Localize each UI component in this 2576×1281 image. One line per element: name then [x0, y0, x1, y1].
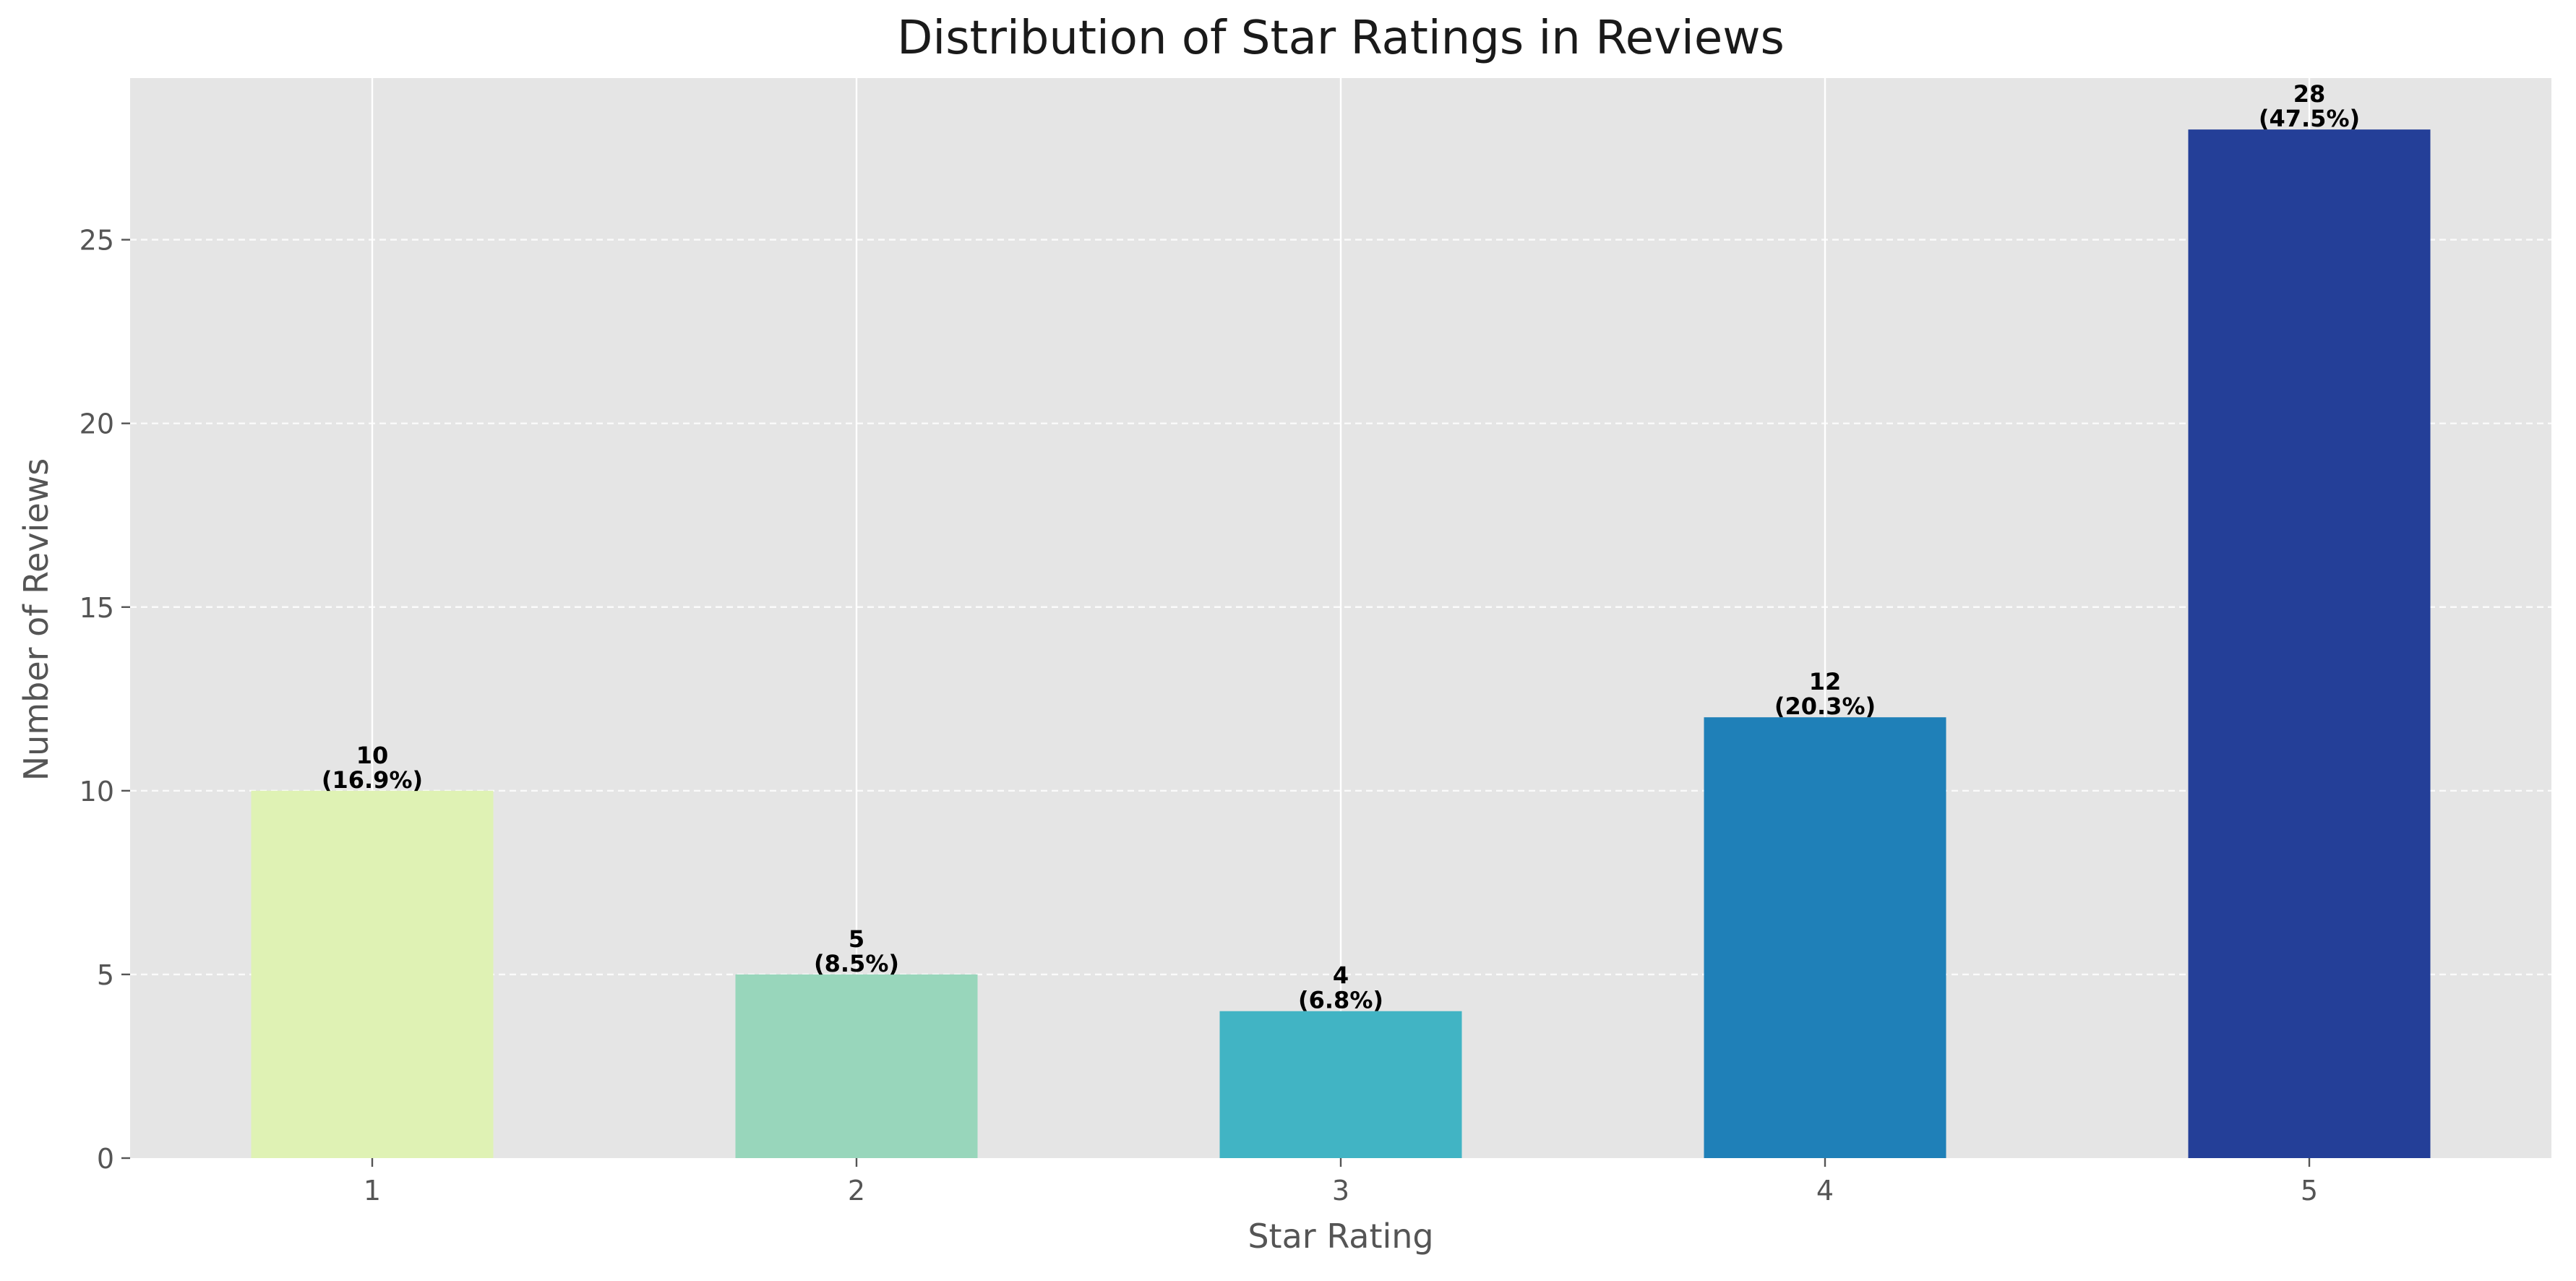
y-axis-label: Number of Reviews — [17, 458, 56, 781]
bar-value-label: 4 — [1333, 962, 1349, 990]
bar-rating-4 — [1704, 717, 1946, 1158]
y-tick-label: 25 — [80, 225, 114, 257]
bar-percent-label: (47.5%) — [2259, 105, 2360, 132]
bar-rating-5 — [2188, 129, 2431, 1159]
x-tick-label: 3 — [1332, 1175, 1349, 1207]
x-tick-label: 1 — [364, 1175, 381, 1207]
chart-title: Distribution of Star Ratings in Reviews — [897, 12, 1785, 65]
bar-labels: 10(16.9%) 5(8.5%) 4(6.8%) 12(20.3%) 28(47.5%… — [322, 80, 2360, 1014]
bar-rating-2 — [735, 974, 978, 1158]
bar-value-label: 10 — [356, 742, 389, 769]
y-tick-label: 15 — [80, 592, 114, 624]
bars — [251, 129, 2431, 1159]
bar-value-label: 12 — [1809, 668, 1842, 695]
y-tick-label: 5 — [97, 959, 114, 991]
bar-rating-1 — [251, 790, 494, 1158]
x-tick-label: 2 — [848, 1175, 865, 1207]
bar-value-label: 28 — [2293, 80, 2326, 108]
bar-percent-label: (8.5%) — [814, 950, 899, 977]
bar-percent-label: (16.9%) — [322, 766, 423, 794]
bar-percent-label: (20.3%) — [1774, 693, 1876, 720]
x-tick-label: 5 — [2301, 1175, 2318, 1207]
bar-percent-label: (6.8%) — [1298, 987, 1383, 1014]
x-axis-label: Star Rating — [1248, 1217, 1433, 1256]
y-tick-label: 10 — [80, 776, 114, 807]
y-tick-label: 0 — [97, 1143, 114, 1175]
bar-rating-3 — [1219, 1011, 1462, 1158]
x-tick-label: 4 — [1816, 1175, 1834, 1207]
y-tick-label: 20 — [80, 408, 114, 440]
bar-value-label: 5 — [849, 925, 864, 953]
